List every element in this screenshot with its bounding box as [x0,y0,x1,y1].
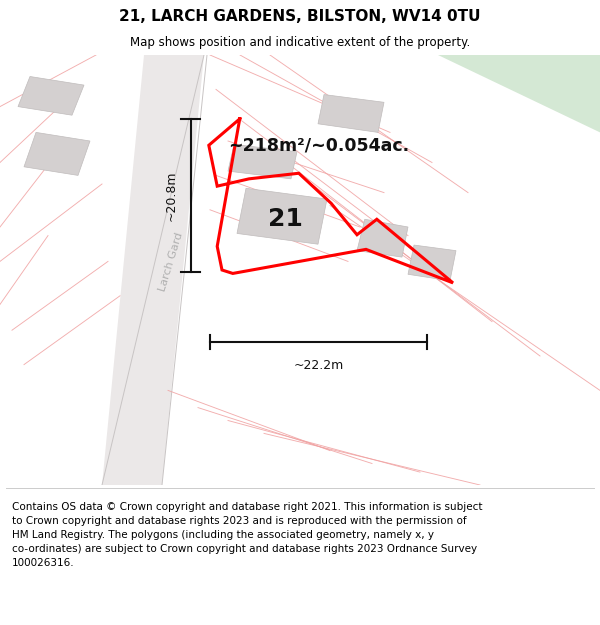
Text: 21, LARCH GARDENS, BILSTON, WV14 0TU: 21, LARCH GARDENS, BILSTON, WV14 0TU [119,9,481,24]
Polygon shape [228,144,297,179]
Polygon shape [18,76,84,115]
Polygon shape [102,55,204,485]
Text: 21: 21 [268,208,302,231]
Text: ~22.2m: ~22.2m [293,359,344,372]
Polygon shape [357,219,408,257]
Text: ~20.8m: ~20.8m [164,170,178,221]
Text: Larch Gard: Larch Gard [157,231,185,292]
Polygon shape [408,245,456,281]
Polygon shape [24,132,90,176]
Polygon shape [237,188,327,244]
Text: Map shows position and indicative extent of the property.: Map shows position and indicative extent… [130,36,470,49]
Polygon shape [318,94,384,132]
Text: ~218m²/~0.054ac.: ~218m²/~0.054ac. [228,136,409,154]
Text: Contains OS data © Crown copyright and database right 2021. This information is : Contains OS data © Crown copyright and d… [12,502,482,568]
Polygon shape [438,55,600,132]
